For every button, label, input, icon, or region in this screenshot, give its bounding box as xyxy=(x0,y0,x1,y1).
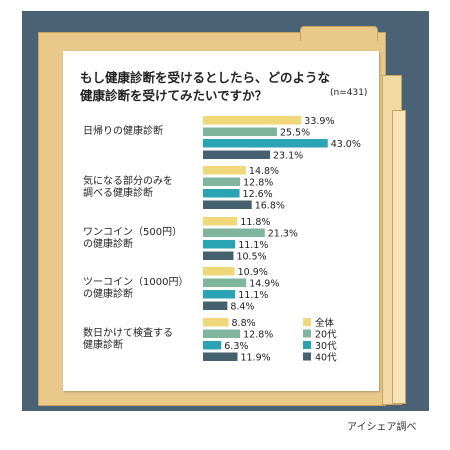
bar xyxy=(203,290,236,299)
source-credit: アイシェア調べ xyxy=(347,422,417,433)
category-label: 数日かけて検査する xyxy=(83,326,173,339)
bar xyxy=(203,267,235,276)
value-label: 12.8% xyxy=(243,330,273,341)
value-label: 21.3% xyxy=(268,229,298,240)
legend-swatch xyxy=(303,329,311,338)
value-label: 14.8% xyxy=(249,166,279,177)
sample-size-note: (n=431) xyxy=(330,88,368,98)
legend-label: 30代 xyxy=(315,341,337,352)
category-label: の健康診断 xyxy=(83,237,133,250)
bar xyxy=(203,127,277,136)
legend-label: 20代 xyxy=(315,330,337,341)
bar xyxy=(203,341,222,350)
category-label: 日帰りの健康診断 xyxy=(83,124,163,137)
value-label: 12.8% xyxy=(243,178,273,189)
value-label: 25.5% xyxy=(280,128,310,139)
legend-swatch xyxy=(303,352,311,361)
value-label: 8.8% xyxy=(232,318,256,329)
value-label: 11.1% xyxy=(238,240,268,251)
legend-swatch xyxy=(303,341,311,349)
bar xyxy=(203,228,265,237)
value-label: 6.3% xyxy=(224,341,248,352)
chart-title-line2: 健康診断を受けてみたいですか？ xyxy=(80,88,268,103)
bar xyxy=(203,352,238,361)
value-label: 11.9% xyxy=(241,353,271,364)
bar xyxy=(203,189,240,198)
category-label: 健康診断 xyxy=(83,338,123,351)
chart-title-line1: もし健康診断を受けるとしたら、どのような xyxy=(80,70,331,85)
bar xyxy=(203,240,236,249)
value-label: 10.5% xyxy=(236,252,266,263)
category-label: ツーコイン（1000円） xyxy=(83,276,188,288)
bar xyxy=(203,150,270,159)
value-label: 14.9% xyxy=(249,279,279,290)
bar xyxy=(203,200,252,209)
folder-tab xyxy=(300,26,378,41)
bar xyxy=(203,217,238,226)
value-label: 11.1% xyxy=(238,290,268,301)
category-label: の健康診断 xyxy=(83,287,133,300)
value-label: 16.8% xyxy=(255,201,285,212)
legend-label: 40代 xyxy=(315,353,337,364)
value-label: 43.0% xyxy=(331,139,361,150)
value-label: 10.9% xyxy=(238,267,268,278)
folder-edge-inner xyxy=(392,110,406,404)
bar xyxy=(203,116,302,125)
bar xyxy=(203,177,241,186)
legend-swatch xyxy=(303,318,311,326)
value-label: 33.9% xyxy=(304,116,334,127)
legend-label: 全体 xyxy=(315,317,335,329)
bar xyxy=(203,278,247,287)
bar xyxy=(203,318,229,327)
bar xyxy=(203,301,228,310)
category-label: 気になる部分のみを xyxy=(83,174,173,187)
value-label: 12.6% xyxy=(243,189,273,200)
value-label: 11.8% xyxy=(240,217,270,228)
value-label: 8.4% xyxy=(230,302,254,313)
bar xyxy=(203,139,328,148)
bar xyxy=(203,251,234,260)
category-label: ワンコイン（500円） xyxy=(83,226,182,238)
category-label: 調べる健康診断 xyxy=(83,186,153,199)
bar xyxy=(203,329,241,338)
bar xyxy=(203,166,246,175)
value-label: 23.1% xyxy=(273,151,303,162)
